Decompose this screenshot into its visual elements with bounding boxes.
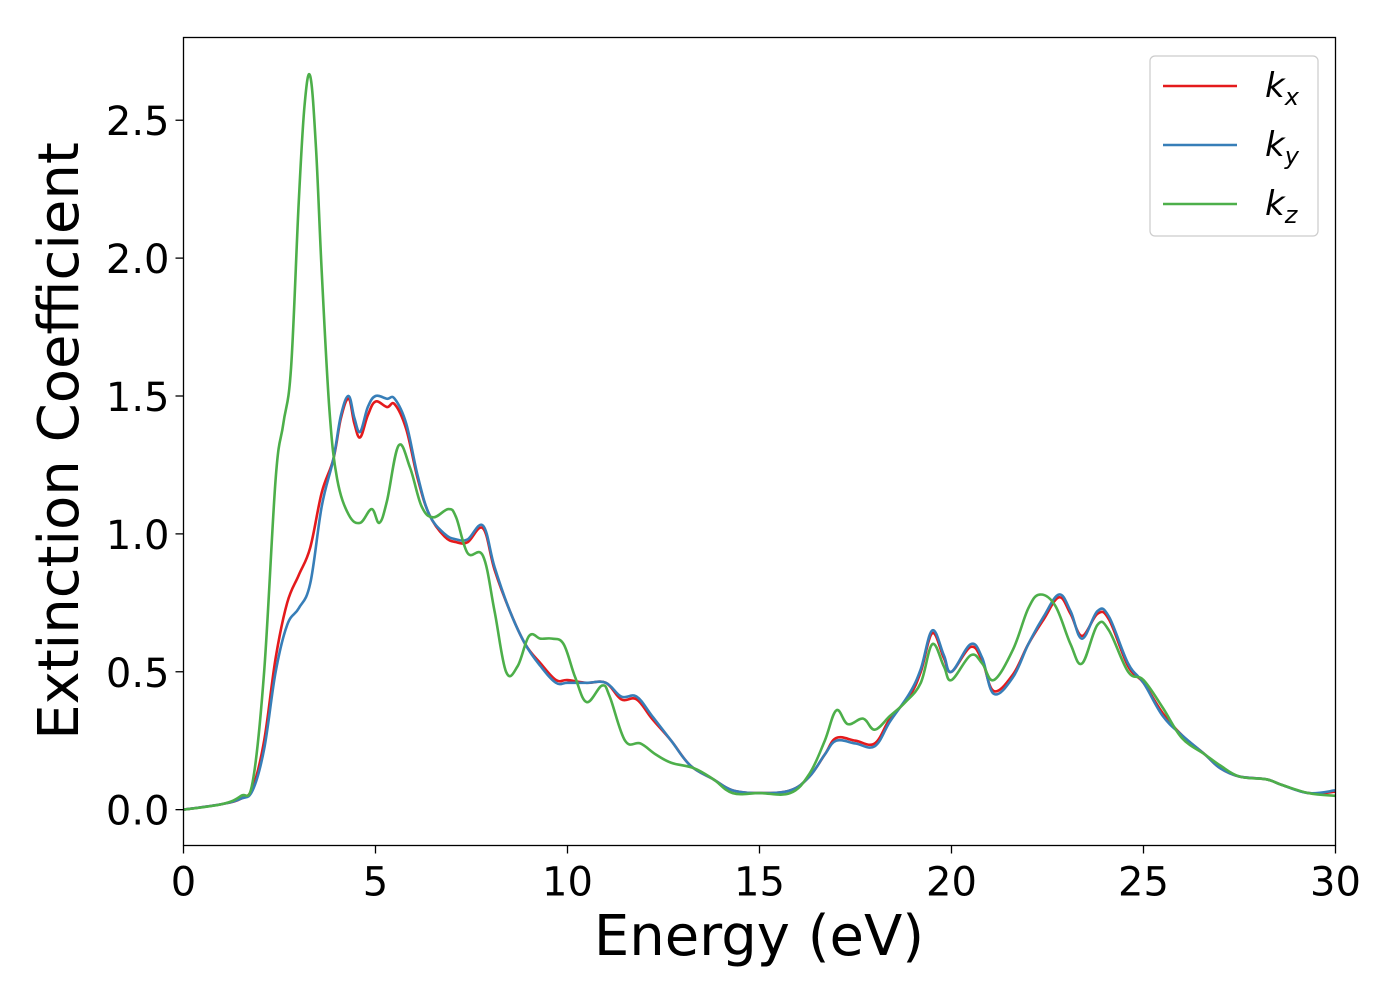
x-tick-label: 5 [363, 860, 388, 906]
y-tick-label: 2.5 [106, 99, 170, 145]
legend-label-kx: kx [1265, 66, 1300, 111]
x-tick-label: 20 [926, 860, 977, 906]
x-axis-title: Energy (eV) [594, 904, 924, 969]
x-tick-label: 0 [171, 860, 196, 906]
series-layer [183, 73, 1336, 811]
y-tick-label: 0.0 [106, 789, 170, 835]
legend-label-kz: kz [1265, 184, 1299, 229]
y-tick-label: 0.5 [106, 651, 170, 697]
legend: kx ky kz [1149, 55, 1319, 237]
x-tick-label: 15 [734, 860, 785, 906]
y-tick-label: 1.5 [106, 375, 170, 421]
x-tick-label: 25 [1118, 860, 1169, 906]
y-tick-label: 2.0 [106, 237, 170, 283]
series-line-ky [183, 394, 1336, 811]
x-tick-label: 30 [1310, 860, 1361, 906]
y-tick-label: 1.0 [106, 513, 170, 559]
x-tick-label: 10 [542, 860, 593, 906]
legend-label-ky: ky [1265, 125, 1300, 170]
y-axis-ticks: 0.0 0.5 1.0 1.5 2.0 2.5 [106, 99, 184, 835]
series-line-kx [183, 397, 1336, 811]
series-line-kz [183, 73, 1336, 811]
legend-entries: kx ky kz [1163, 66, 1300, 229]
y-axis-title: Extinction Coefficient [27, 142, 92, 740]
x-axis-ticks: 0 5 10 15 20 25 30 [171, 845, 1361, 906]
